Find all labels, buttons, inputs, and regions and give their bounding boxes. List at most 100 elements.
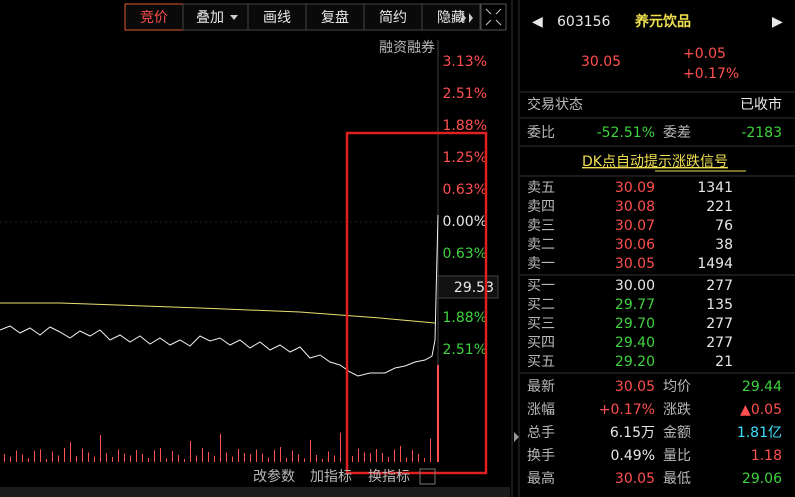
volume-bar (214, 456, 215, 462)
volume-bar (136, 450, 137, 462)
stat-label: 最高 (527, 470, 555, 487)
volume-bar (118, 449, 119, 462)
volume-bar (58, 455, 59, 462)
toolbar-label: 叠加 (196, 10, 224, 26)
toolbar-button[interactable] (124, 3, 184, 31)
volume-bar (274, 450, 275, 462)
volume-bar (238, 449, 239, 462)
volume-bar (64, 448, 65, 462)
collapse-arrow[interactable] (514, 432, 519, 442)
last-price: 30.05 (581, 54, 621, 70)
level-price: 30.00 (615, 278, 655, 294)
margin-label: 融资融券 (379, 40, 435, 56)
volume-bar (172, 451, 173, 462)
volume-bar (352, 456, 353, 462)
volume-bar (22, 454, 23, 462)
price-change: +0.05 (683, 46, 726, 62)
level-volume: 1341 (697, 180, 733, 196)
toolbar-label: 复盘 (321, 9, 349, 26)
stat-label: 换手 (527, 447, 555, 464)
axis-labels: 3.13% 2.51% 1.88% 1.25% 0.63% 0.00% 0.63% 1.88%… (443, 54, 487, 358)
volume-bar (382, 453, 383, 462)
fullscreen-button[interactable] (480, 3, 507, 31)
toolbar-button[interactable] (247, 3, 307, 31)
level-price: 29.77 (615, 297, 655, 313)
volume-bar (40, 449, 41, 462)
axis-label: 1.88% (443, 118, 487, 134)
stat-value: 0.49% (611, 448, 655, 464)
volume-bar (340, 432, 341, 462)
volume-bar (412, 450, 413, 462)
stat-label: 金额 (663, 425, 691, 441)
volume-bar (16, 450, 17, 462)
stat-label: 最新 (527, 379, 555, 395)
stat-label: 均价 (663, 379, 691, 395)
toolbar-button[interactable] (363, 3, 423, 31)
stats: 最新 30.05 均价 29.44 涨幅 +0.17% 涨跌 ▲0.05 总手 6.15万 金额 1.… (527, 379, 782, 487)
diff: -2183 (741, 125, 782, 141)
next-stock[interactable]: ▶ (772, 14, 783, 30)
volume-bar (364, 452, 365, 462)
volume-bars (4, 432, 431, 462)
axis-label: 0.63% (443, 246, 487, 262)
signal-link[interactable]: DK点自动提示涨跌信号 (582, 154, 728, 170)
level-volume: 277 (706, 278, 733, 294)
volume-bar (166, 458, 167, 462)
volume-bar (400, 445, 401, 462)
prev-stock[interactable]: ◀ (532, 14, 543, 30)
volume-bar (178, 455, 179, 462)
level-volume: 21 (715, 354, 733, 370)
stat-value: 30.05 (615, 379, 655, 395)
level-volume: 38 (715, 237, 733, 253)
volume-bar (190, 441, 191, 462)
axis-label: 2.51% (443, 86, 487, 102)
highlight-box (345, 131, 488, 475)
closing-volume-bar (437, 365, 439, 462)
volume-bar (202, 448, 203, 462)
level-price: 29.40 (615, 335, 655, 351)
volume-bar (280, 447, 281, 462)
expand-icon (462, 13, 473, 23)
axis-label: 1.25% (443, 150, 487, 166)
stat-label: 总手 (527, 425, 555, 441)
volume-bar (298, 454, 299, 462)
bottom-button[interactable]: 换指标 (368, 468, 410, 485)
stat-value: 1.18 (751, 448, 782, 464)
toolbar-button[interactable] (182, 3, 249, 31)
dropdown-icon (230, 15, 238, 20)
volume-bar (370, 453, 371, 462)
level-label: 买一 (527, 278, 555, 294)
volume-bar (112, 457, 113, 462)
level-price: 30.07 (615, 218, 655, 234)
level-price: 29.20 (615, 354, 655, 370)
stat-label: 最低 (663, 471, 691, 487)
volume-bar (406, 457, 407, 462)
level-label: 卖二 (527, 237, 555, 253)
volume-bar (34, 451, 35, 462)
fullscreen-icon (485, 8, 502, 26)
volume-bar (232, 456, 233, 462)
level-volume: 1494 (697, 256, 733, 272)
bottom-button[interactable]: 改参数 (253, 468, 295, 485)
volume-bar (208, 452, 209, 462)
volume-bar (124, 453, 125, 462)
ratio: -52.51% (597, 125, 655, 141)
volume-bar (388, 457, 389, 462)
price-change-pct: +0.17% (683, 66, 739, 82)
bottom-button[interactable]: 加指标 (310, 469, 352, 485)
level-price: 30.08 (615, 199, 655, 215)
volume-bar (322, 459, 323, 462)
status: 已收市 (740, 96, 782, 113)
level-label: 买二 (527, 297, 555, 313)
stat-value: 1.81亿 (737, 425, 782, 441)
level-label: 卖三 (527, 218, 555, 234)
level-volume: 277 (706, 335, 733, 351)
stat-value: 6.15万 (610, 425, 655, 441)
volume-bar (226, 452, 227, 462)
volume-bar (184, 459, 185, 462)
close-indicator[interactable] (419, 468, 436, 485)
level-price: 30.06 (615, 237, 655, 253)
volume-bar (430, 438, 431, 462)
price-tag: 29.53 (454, 280, 494, 296)
